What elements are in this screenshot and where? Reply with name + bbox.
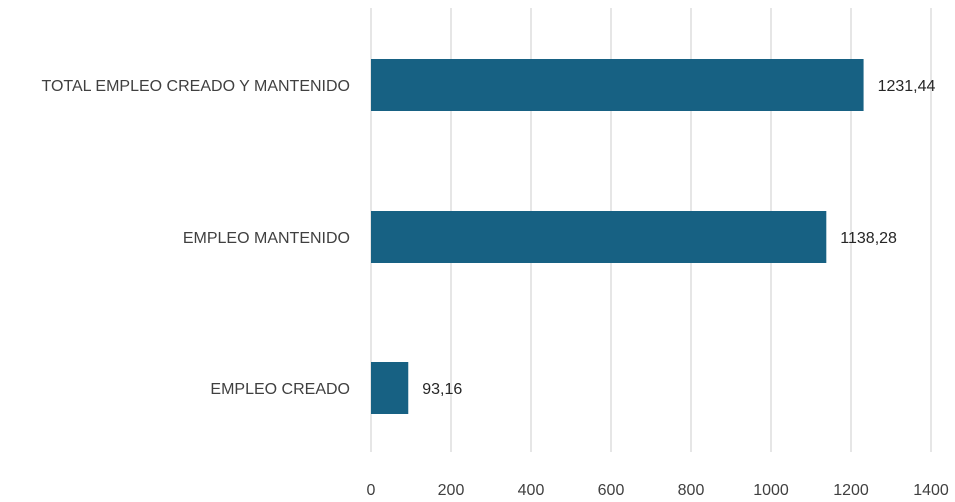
x-tick-label: 0 bbox=[367, 482, 376, 499]
data-label: 1231,44 bbox=[878, 78, 936, 95]
x-tick-label: 600 bbox=[598, 482, 625, 499]
x-tick-label: 800 bbox=[678, 482, 705, 499]
x-tick-label: 1200 bbox=[833, 482, 869, 499]
bar bbox=[371, 211, 827, 263]
x-tick-label: 400 bbox=[518, 482, 545, 499]
category-label: TOTAL EMPLEO CREADO Y MANTENIDO bbox=[41, 78, 350, 95]
x-axis-ticks: 0 200 400 600 800 1000 1200 1400 bbox=[367, 482, 949, 499]
data-label: 1138,28 bbox=[840, 230, 897, 247]
bar-layer bbox=[371, 59, 864, 414]
bar bbox=[371, 362, 409, 414]
x-tick-label: 200 bbox=[438, 482, 465, 499]
x-tick-label: 1400 bbox=[913, 482, 949, 499]
category-label: EMPLEO MANTENIDO bbox=[183, 230, 350, 247]
category-label: EMPLEO CREADO bbox=[210, 381, 350, 398]
label-layer: TOTAL EMPLEO CREADO Y MANTENIDO 1231,44 EM… bbox=[41, 78, 935, 398]
bar bbox=[371, 59, 864, 111]
x-tick-label: 1000 bbox=[753, 482, 789, 499]
data-label: 93,16 bbox=[422, 381, 462, 398]
